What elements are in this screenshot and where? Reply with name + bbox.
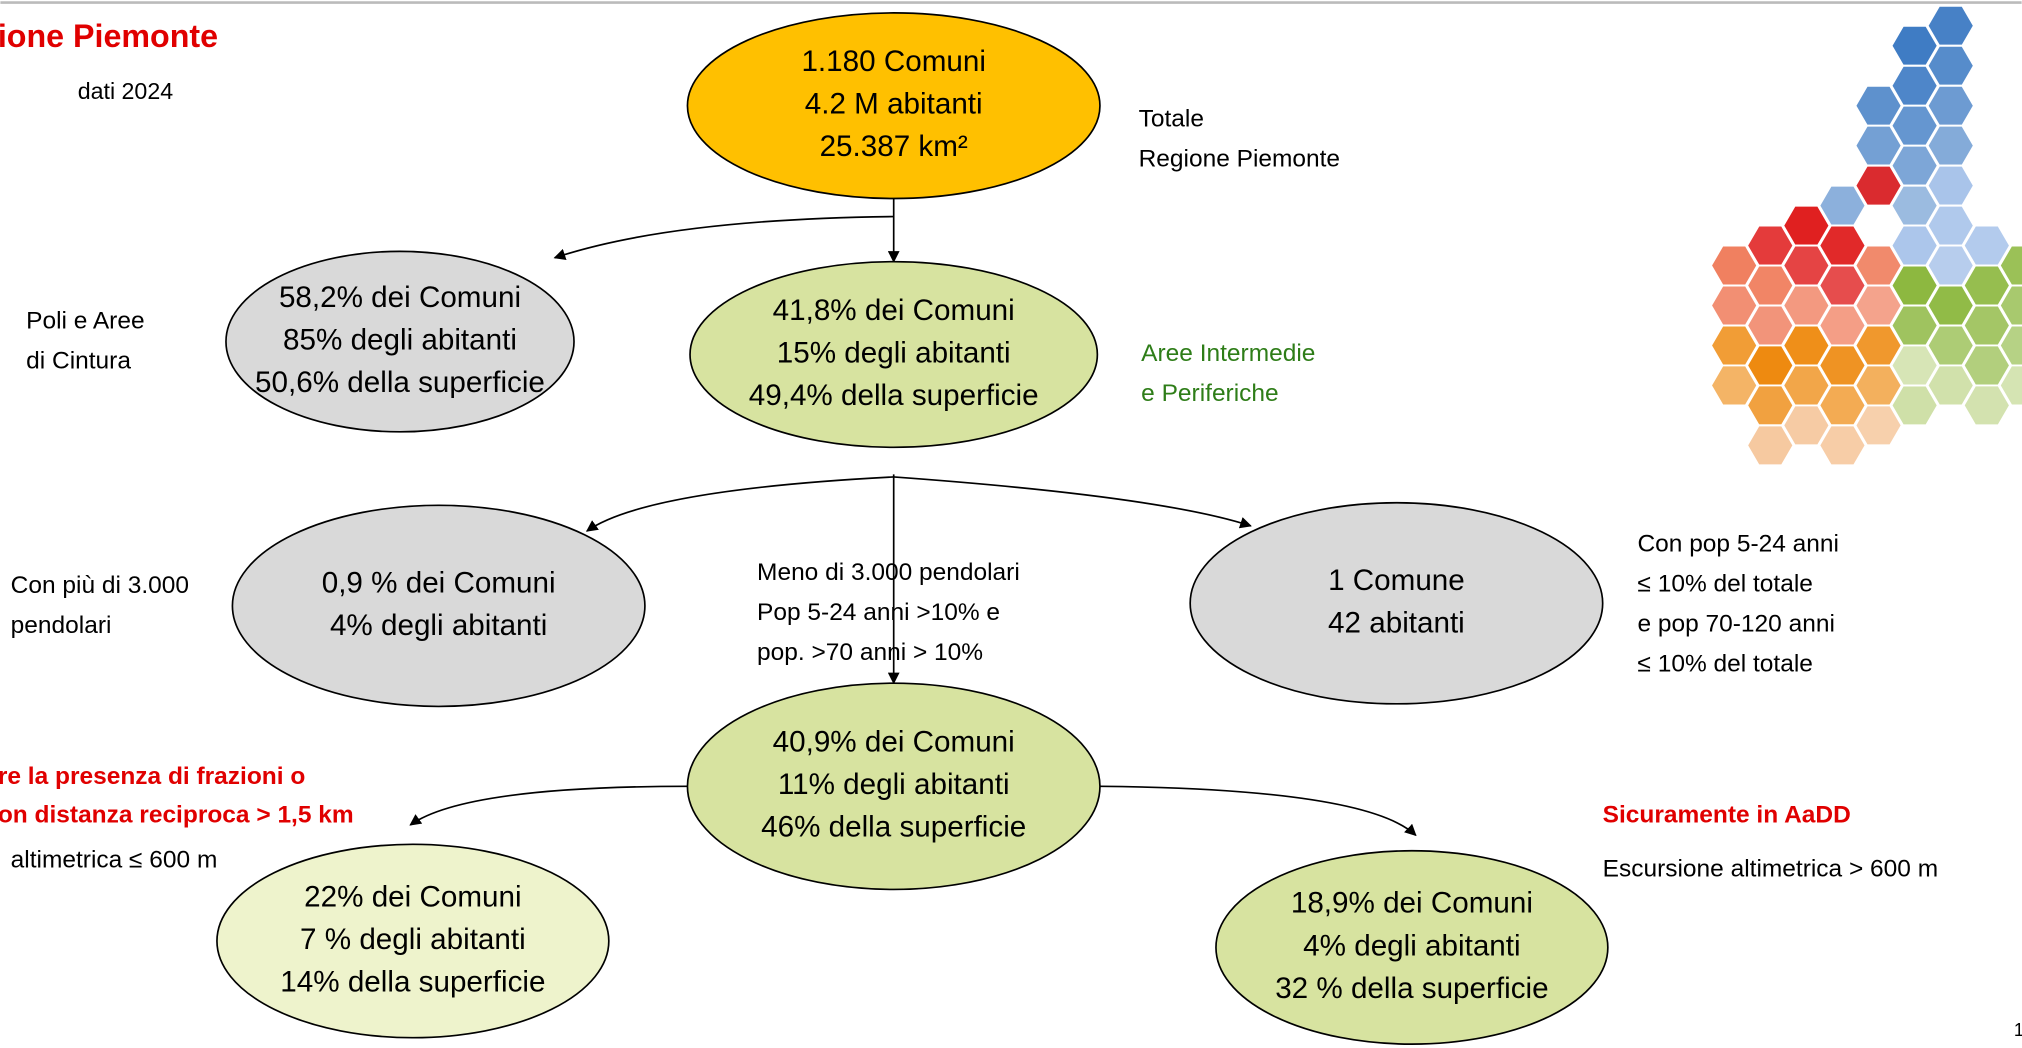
- logo-hex: [1998, 364, 2022, 407]
- node: [1189, 501, 1604, 705]
- node-text: 46% della superficie: [761, 811, 1026, 844]
- arrow: [1099, 785, 1417, 837]
- node-text: 42 abitanti: [1328, 606, 1465, 639]
- logo-hex: [1962, 384, 2012, 427]
- node-text: 1.180 Comuni: [801, 45, 985, 78]
- side-label: Regione Piemonte: [1139, 145, 1340, 172]
- arrow: [553, 215, 894, 261]
- subtitle: dati 2024: [78, 78, 174, 104]
- node-text: 85% degli abitanti: [283, 323, 517, 356]
- node-text: 32 % della superficie: [1275, 972, 1548, 1005]
- node-text: 58,2% dei Comuni: [279, 281, 521, 314]
- logo-hex: [1782, 404, 1831, 447]
- arrow: [585, 476, 894, 532]
- node-text: 7 % degli abitanti: [300, 923, 526, 956]
- node: [689, 260, 1099, 449]
- side-label: Escursione altimetrica > 600 m: [1603, 856, 1938, 883]
- page-number: 1: [2014, 1020, 2022, 1040]
- side-label: Pop 5-24 anni >10% e: [757, 599, 1000, 626]
- side-label: Poli e Aree: [26, 308, 144, 335]
- arrow: [409, 785, 688, 826]
- side-label: Totale: [1139, 105, 1204, 132]
- logo-hex: [1926, 364, 1976, 407]
- side-label: ≤ 10% del totale: [1637, 651, 1812, 678]
- title: ione Piemonte: [0, 18, 218, 54]
- side-label: Con più di 3.000: [11, 572, 189, 599]
- logo-hex: [1998, 324, 2022, 367]
- logo: [1709, 4, 2022, 467]
- side-label: altimetrica ≤ 600 m: [11, 847, 218, 874]
- side-label: e Periferiche: [1141, 380, 1278, 407]
- node-text: 11% degli abitanti: [778, 768, 1010, 801]
- side-label: ≤ 10% del totale: [1637, 571, 1812, 598]
- node: [686, 682, 1101, 891]
- side-label: e pop 70-120 anni: [1637, 611, 1834, 638]
- logo-hex: [1818, 424, 1867, 467]
- side-label: Con pop 5-24 anni: [1637, 531, 1838, 558]
- logo-hex: [1854, 164, 1903, 207]
- node: [225, 250, 575, 433]
- node-text: 25.387 km²: [820, 130, 968, 163]
- node-text: 0,9 % dei Comuni: [322, 566, 556, 599]
- side-label: on distanza reciproca > 1,5 km: [0, 801, 354, 828]
- logo-hex: [1998, 284, 2022, 327]
- logo-hex: [1709, 364, 1759, 407]
- node: [686, 12, 1101, 200]
- node-text: 22% dei Comuni: [304, 880, 521, 913]
- node-text: 4.2 M abitanti: [805, 88, 983, 121]
- logo-hex: [1890, 344, 1939, 387]
- node-text: 15% degli abitanti: [777, 336, 1011, 369]
- node-text: 18,9% dei Comuni: [1291, 887, 1533, 920]
- logo-hex: [1854, 404, 1903, 447]
- node: [231, 504, 646, 708]
- node-text: 14% della superficie: [280, 965, 545, 998]
- side-label: pendolari: [11, 612, 112, 639]
- node-text: 49,4% della superficie: [749, 379, 1039, 412]
- logo-hex: [1998, 244, 2022, 287]
- side-label: pop. >70 anni > 10%: [757, 639, 983, 666]
- node-text: 4% degli abitanti: [1303, 929, 1520, 962]
- node: [216, 843, 610, 1039]
- node: [1215, 849, 1609, 1045]
- arrow: [893, 476, 1252, 529]
- node-text: 1 Comune: [1328, 564, 1465, 597]
- side-label: Aree Intermedie: [1141, 340, 1315, 367]
- side-label: Sicuramente in AaDD: [1603, 801, 1851, 828]
- node-text: 4% degli abitanti: [330, 609, 547, 642]
- node-text: 40,9% dei Comuni: [773, 726, 1015, 759]
- side-label: re la presenza di frazioni o: [0, 763, 305, 790]
- node-text: 41,8% dei Comuni: [773, 294, 1015, 327]
- side-label: di Cintura: [26, 348, 131, 375]
- logo-hex: [1745, 424, 1795, 467]
- side-label: Meno di 3.000 pendolari: [757, 559, 1020, 586]
- node-text: 50,6% della superficie: [255, 366, 545, 399]
